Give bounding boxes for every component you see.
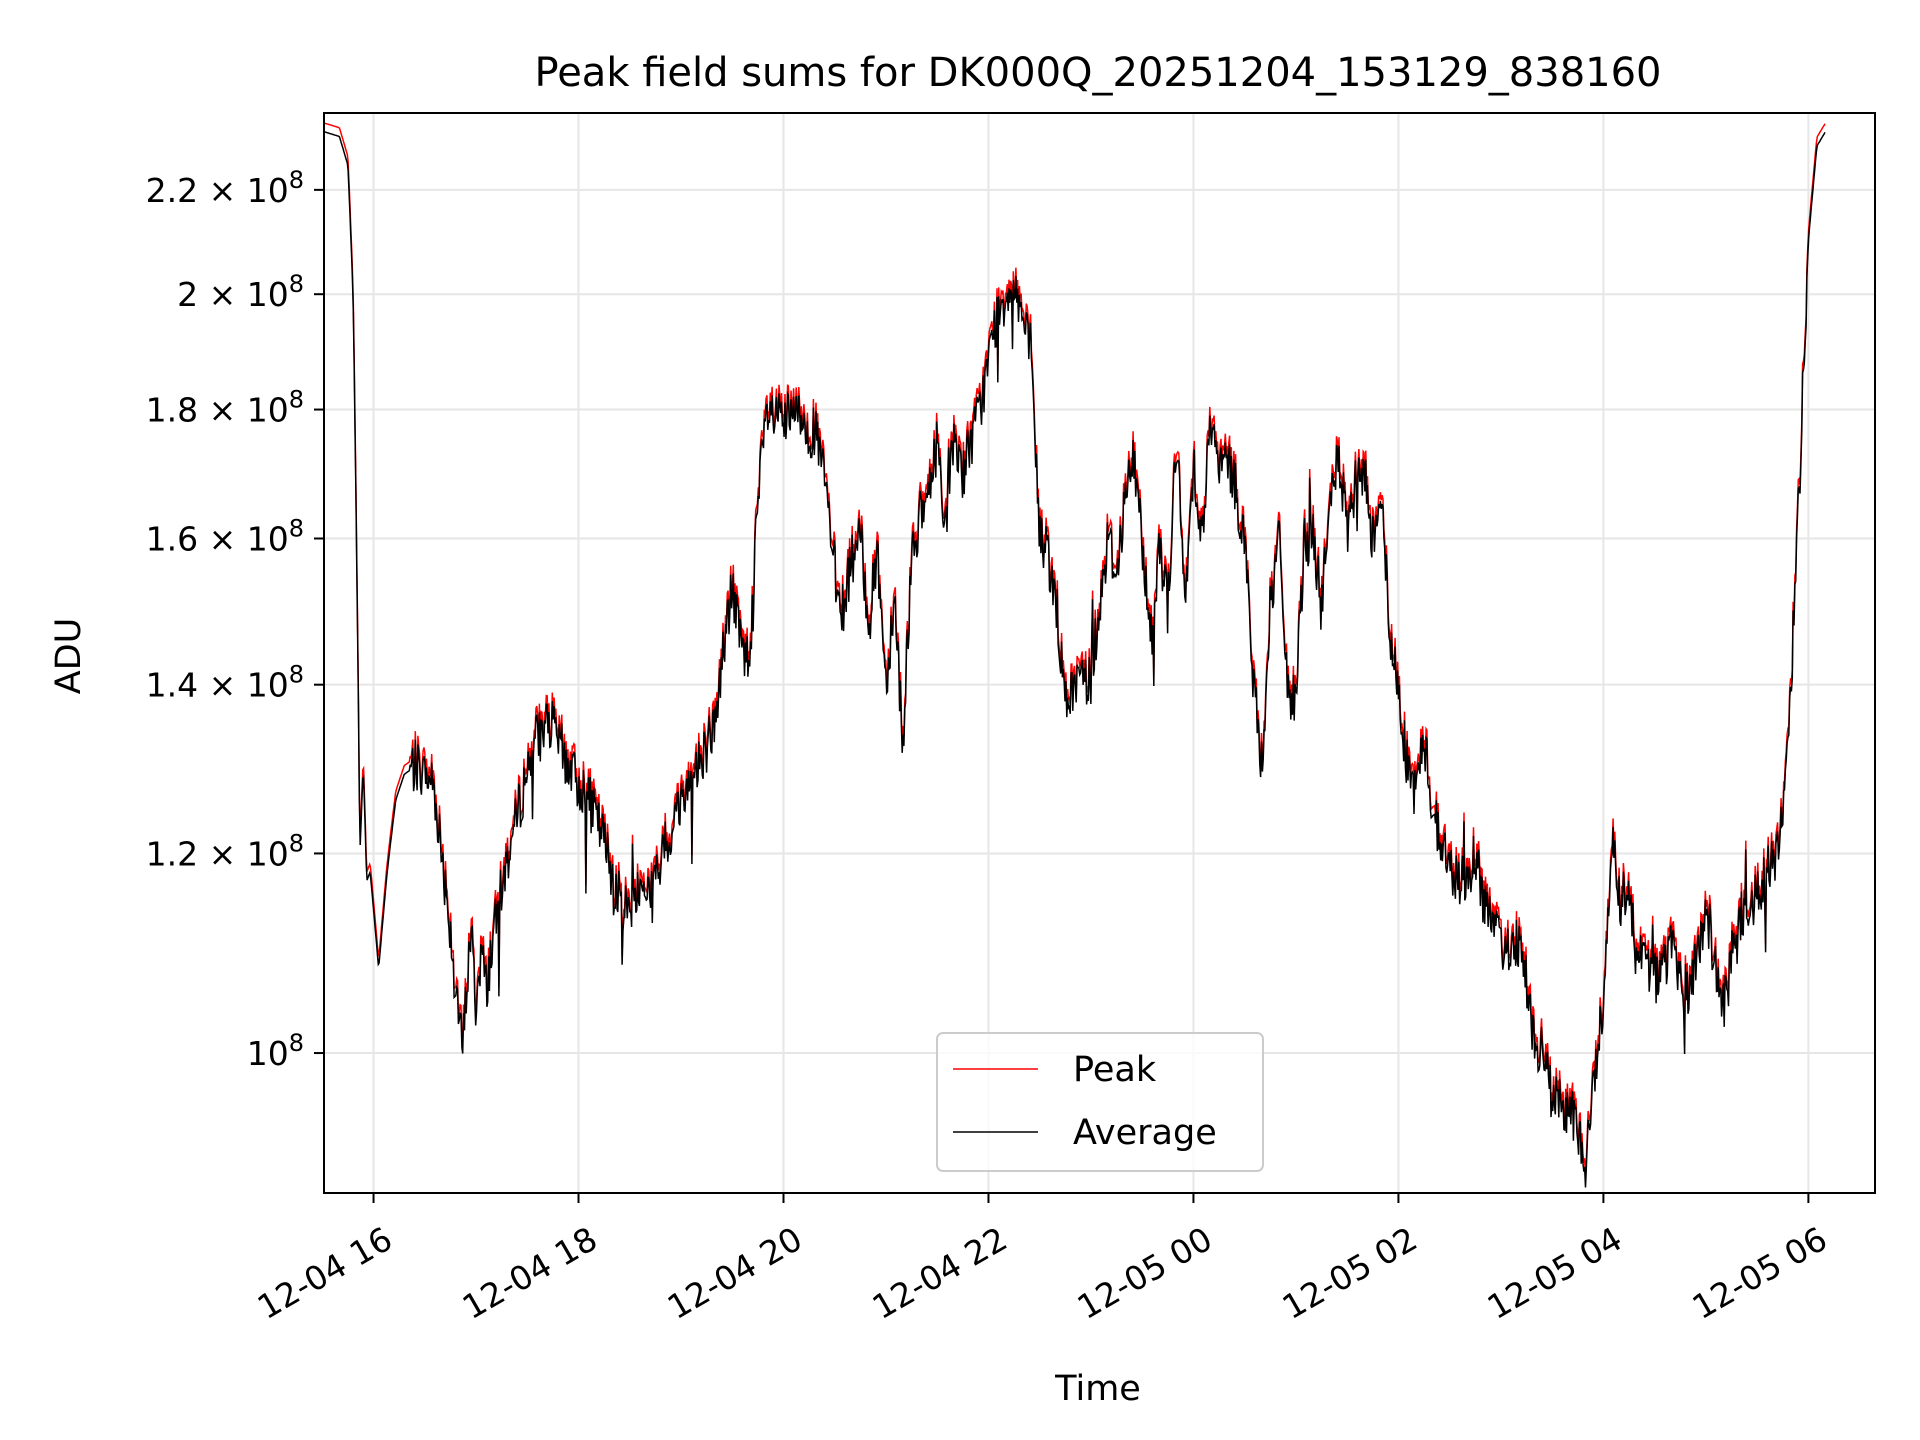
y-axis-label: ADU [49, 618, 89, 695]
y-tick-label: 2 × 108 [177, 270, 304, 314]
plot-lines [323, 122, 1826, 1188]
legend-label-average: Average [1073, 1113, 1217, 1153]
chart-title: Peak field sums for DK000Q_20251204_1531… [535, 50, 1662, 96]
y-tick-label: 2.2 × 108 [146, 166, 304, 210]
y-tick-label: 1.8 × 108 [146, 386, 304, 430]
legend-box [936, 1032, 1264, 1172]
y-tick-label: 1.6 × 108 [146, 514, 304, 558]
x-axis-label: Time [1054, 1369, 1141, 1409]
series-line-peak [323, 122, 1826, 1179]
legend-label-peak: Peak [1073, 1050, 1157, 1090]
y-tick-label: 1.4 × 108 [146, 661, 304, 705]
axes-frame [323, 112, 1876, 1194]
y-tick-label: 1.2 × 108 [146, 829, 304, 873]
legend: Peak Average [936, 1032, 1264, 1172]
series-line-average [323, 130, 1826, 1188]
grid [324, 113, 1875, 1193]
